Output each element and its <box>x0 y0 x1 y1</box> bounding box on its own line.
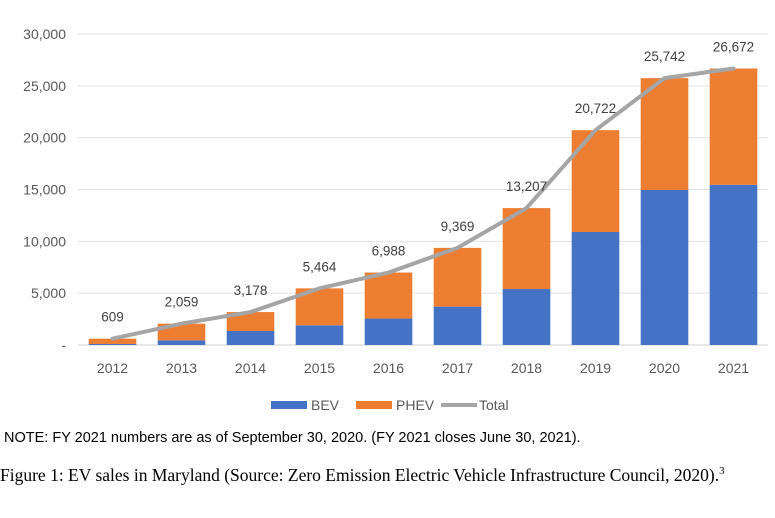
x-tick-label: 2016 <box>373 360 404 376</box>
y-tick-label: 5,000 <box>31 285 66 301</box>
x-tick-label: 2020 <box>649 360 680 376</box>
x-tick-label: 2017 <box>442 360 473 376</box>
legend-label-phev: PHEV <box>396 397 435 413</box>
x-axis: 2012 2013 2014 2015 2016 2017 2018 2019 2020 2021 <box>97 360 749 376</box>
y-axis: - 5,000 10,000 15,000 20,000 25,000 30,000 <box>23 26 66 353</box>
bar-phev-2014 <box>226 312 275 332</box>
bar-phev-2019 <box>571 130 620 233</box>
bar-phev-2016 <box>364 272 413 319</box>
data-label: 25,742 <box>644 49 685 64</box>
caption-text: Figure 1: EV sales in Maryland (Source: … <box>0 465 720 485</box>
chart-note: NOTE: FY 2021 numbers are as of Septembe… <box>4 430 581 446</box>
y-tick-label: 20,000 <box>23 130 66 146</box>
bar-bev-2013 <box>157 340 206 345</box>
y-tick-label: 30,000 <box>23 26 66 42</box>
legend-label-total: Total <box>479 397 509 413</box>
bar-bev-2015 <box>295 325 344 345</box>
y-tick-label: - <box>61 337 66 353</box>
footnote-marker: 3 <box>719 465 725 478</box>
data-label: 5,464 <box>303 259 337 274</box>
data-label: 26,672 <box>713 40 754 55</box>
total-series <box>110 66 736 341</box>
data-label: 20,722 <box>575 101 616 116</box>
y-tick-label: 15,000 <box>23 182 66 198</box>
bar-phev-2020 <box>640 78 689 191</box>
y-tick-label: 10,000 <box>23 233 66 249</box>
bar-bev-2021 <box>709 184 758 345</box>
bar-phev-2012 <box>88 338 137 344</box>
bar-bev-2017 <box>433 306 482 345</box>
legend-label-bev: BEV <box>311 397 340 413</box>
bar-bev-2019 <box>571 232 620 345</box>
data-label: 3,178 <box>234 283 268 298</box>
bar-bev-2016 <box>364 318 413 345</box>
x-tick-label: 2012 <box>97 360 128 376</box>
y-tick-label: 25,000 <box>23 78 66 94</box>
bar-phev-2021 <box>709 68 758 185</box>
data-labels: 609 2,059 3,178 5,464 6,988 9,369 13,207 20,722… <box>101 40 754 325</box>
bar-bev-2014 <box>226 331 275 345</box>
data-label: 2,059 <box>165 295 199 310</box>
legend-swatch-bev <box>271 401 307 409</box>
x-tick-label: 2021 <box>718 360 749 376</box>
data-label: 6,988 <box>372 244 406 259</box>
figure-caption: Figure 1: EV sales in Maryland (Source: … <box>0 463 772 488</box>
legend-swatch-phev <box>356 401 392 409</box>
bar-phev-2018 <box>502 208 551 290</box>
bar-bev-2020 <box>640 190 689 345</box>
data-label: 609 <box>101 310 124 325</box>
data-label: 9,369 <box>441 219 475 234</box>
gridlines <box>78 33 768 346</box>
x-tick-label: 2015 <box>304 360 335 376</box>
x-tick-label: 2014 <box>235 360 266 376</box>
data-label: 13,207 <box>506 179 547 194</box>
legend: BEV PHEV Total <box>271 397 509 413</box>
bar-bev-2018 <box>502 289 551 345</box>
x-tick-label: 2018 <box>511 360 542 376</box>
bar-phev-2017 <box>433 247 482 307</box>
ev-sales-chart: - 5,000 10,000 15,000 20,000 25,000 30,000 201… <box>23 26 768 413</box>
x-tick-label: 2019 <box>580 360 611 376</box>
bar-bev-2012 <box>88 343 137 345</box>
x-tick-label: 2013 <box>166 360 197 376</box>
total-line <box>110 66 736 341</box>
